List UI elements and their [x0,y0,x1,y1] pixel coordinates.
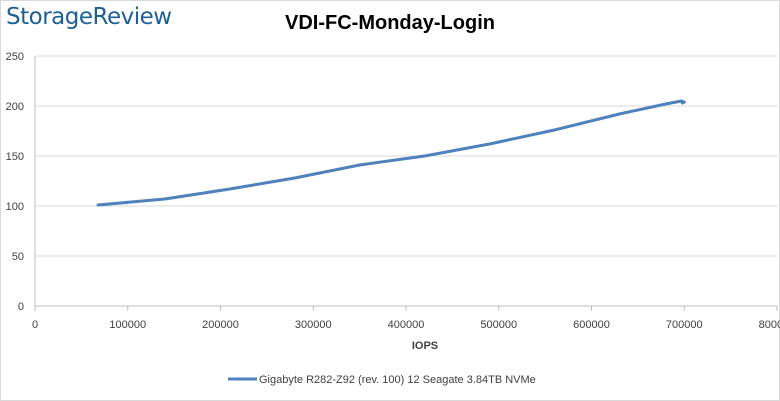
y-tick-label: 200 [6,101,24,113]
series-group [96,99,686,207]
x-tick-label: 700000 [666,319,703,331]
x-tick-label: 800000 [759,319,780,331]
legend: Gigabyte R282-Z92 (rev. 100) 12 Seagate … [228,374,536,386]
y-tick-label: 100 [6,201,24,213]
x-tick-label: 200000 [202,319,239,331]
x-tick-label: 300000 [295,319,332,331]
y-tick-labels: 0 50 100 150 200 250 [6,51,24,313]
axes [34,56,777,307]
legend-label: Gigabyte R282-Z92 (rev. 100) 12 Seagate … [259,374,536,386]
x-tick-label: 600000 [573,319,610,331]
brand-logo: StorageReview [6,4,172,30]
x-tick-label: 500000 [480,319,517,331]
grid-lines [35,55,777,257]
y-tick-label: 0 [18,301,24,313]
series-line-0 [96,99,686,207]
chart-title: VDI-FC-Monday-Login [285,12,495,34]
x-tick-labels: 0 100000 200000 300000 400000 500000 600000 700… [32,306,780,331]
y-tick-label: 50 [12,251,24,263]
x-tick-label: 400000 [388,319,425,331]
y-tick-label: 150 [6,151,24,163]
y-tick-label: 250 [6,51,24,63]
x-tick-label: 0 [32,319,38,331]
x-tick-label: 100000 [109,319,146,331]
x-axis-label: IOPS [412,340,438,352]
